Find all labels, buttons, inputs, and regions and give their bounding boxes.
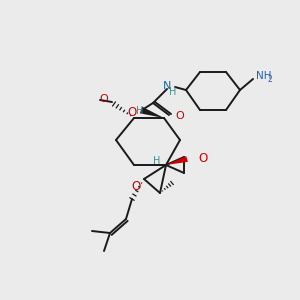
Text: O: O (198, 152, 207, 166)
Text: H: H (136, 106, 143, 116)
Text: H: H (169, 87, 177, 97)
Text: N: N (163, 81, 171, 91)
Polygon shape (140, 107, 164, 118)
Text: NH: NH (256, 71, 272, 81)
Text: H: H (153, 156, 160, 166)
Text: O: O (175, 111, 184, 121)
Text: O: O (128, 106, 137, 119)
Text: O: O (131, 181, 141, 194)
Text: O: O (99, 94, 108, 104)
Polygon shape (166, 156, 188, 165)
Text: 2: 2 (268, 74, 273, 83)
